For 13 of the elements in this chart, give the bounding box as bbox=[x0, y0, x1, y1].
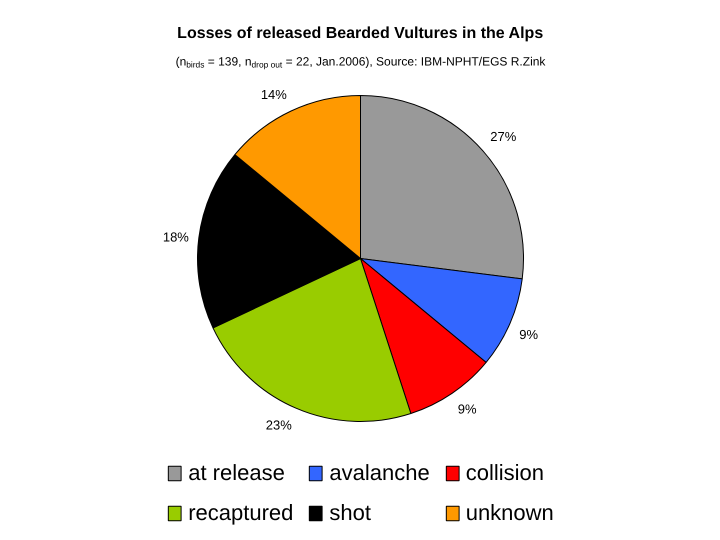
legend-label: at release bbox=[188, 460, 285, 486]
legend-label: shot bbox=[329, 500, 371, 526]
legend-label: avalanche bbox=[329, 460, 430, 486]
legend-label: collision bbox=[466, 460, 544, 486]
data-label: 27% bbox=[490, 129, 517, 144]
legend-label: unknown bbox=[466, 500, 554, 526]
data-label: 9% bbox=[458, 402, 477, 417]
chart-title: Losses of released Bearded Vultures in the Alps bbox=[177, 25, 544, 42]
legend-label: recaptured bbox=[188, 500, 294, 526]
data-label: 23% bbox=[266, 417, 292, 432]
data-label: 14% bbox=[260, 86, 288, 102]
data-label: 9% bbox=[519, 327, 538, 342]
data-label: 18% bbox=[162, 229, 190, 244]
